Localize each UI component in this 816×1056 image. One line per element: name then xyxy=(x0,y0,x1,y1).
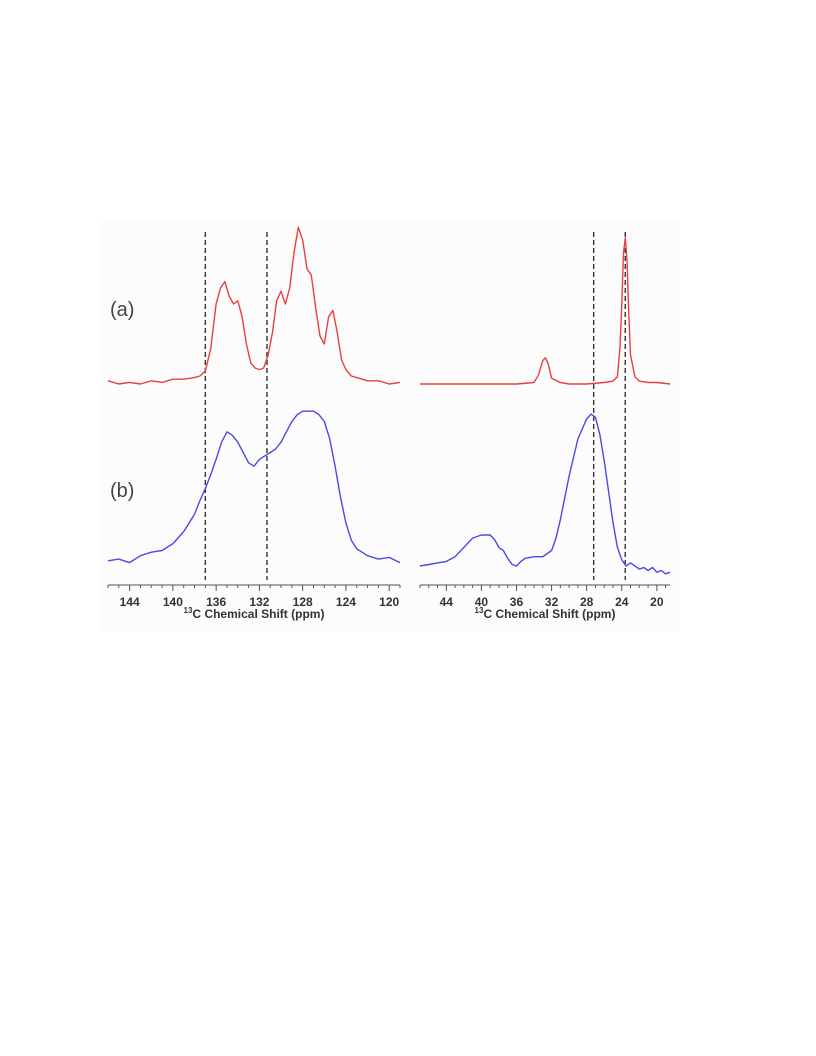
spectrum-line-a xyxy=(107,226,401,385)
x-tick-label: 40 xyxy=(475,595,489,609)
x-axis-title: 13C Chemical Shift (ppm) xyxy=(475,606,616,621)
x-axis-title-text: C Chemical Shift (ppm) xyxy=(483,607,615,621)
aromatic-panel: 144 140 136 132 128 124 120 13C Chemical Shift … xyxy=(107,226,401,621)
x-tick-label: 36 xyxy=(510,595,524,609)
spectrum-line-b xyxy=(107,410,401,564)
trace-a-label: (a) xyxy=(110,299,134,321)
x-tick-label: 128 xyxy=(293,595,313,609)
x-axis-title-superscript: 13 xyxy=(475,606,484,615)
trace-b-label: (b) xyxy=(110,480,134,502)
x-tick-label: 132 xyxy=(249,595,269,609)
x-tick-label: 28 xyxy=(580,595,594,609)
x-tick-label: 32 xyxy=(545,595,559,609)
x-tick-label: 120 xyxy=(379,595,399,609)
x-tick-label: 124 xyxy=(336,595,356,609)
spectrum-line-a xyxy=(420,237,671,385)
x-tick-label: 144 xyxy=(120,595,140,609)
x-tick-label: 136 xyxy=(206,595,226,609)
x-tick-label: 20 xyxy=(650,595,664,609)
aliphatic-panel: 44 40 36 32 28 24 20 13C Chemical Shift (ppm) xyxy=(419,232,671,621)
x-tick-label: 140 xyxy=(163,595,183,609)
x-axis-title-text: C Chemical Shift (ppm) xyxy=(192,607,324,621)
x-tick-label: 44 xyxy=(440,595,454,609)
x-tick-label: 24 xyxy=(615,595,629,609)
x-axis-title-superscript: 13 xyxy=(184,606,193,615)
x-axis-title: 13C Chemical Shift (ppm) xyxy=(184,606,325,621)
spectrum-line-b xyxy=(419,413,671,575)
